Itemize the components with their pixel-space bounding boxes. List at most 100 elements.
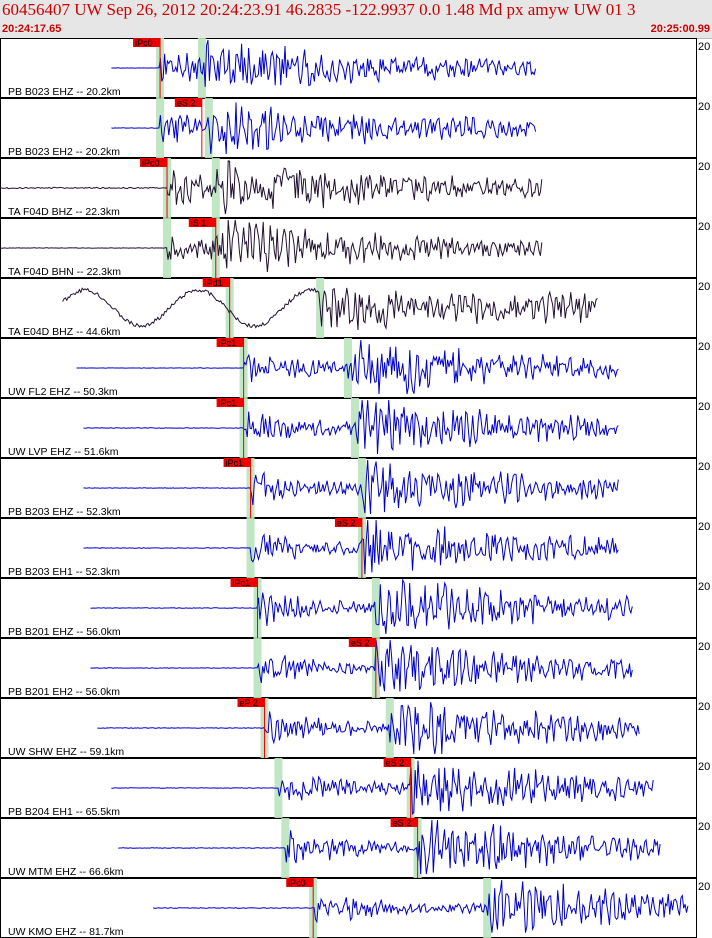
pick-label-box xyxy=(348,638,376,647)
trace-panel: 20 iPd1 TA E04D BHZ -- 44.6km xyxy=(0,278,710,338)
pick-label: eP 2 xyxy=(239,698,257,708)
amplitude-label: 20 xyxy=(698,461,710,473)
pick-label: iPc0 xyxy=(288,878,306,888)
trace-frame xyxy=(0,698,697,758)
station-label: UW FL2 EHZ -- 50.3km xyxy=(8,386,118,398)
trace-panel: 20 iPc1 UW LVP EHZ -- 51.6km xyxy=(0,398,710,458)
waveform xyxy=(111,102,537,155)
pick-label: iPc1 xyxy=(226,458,244,468)
pick-label: iPc1 xyxy=(233,578,251,588)
pick-label: eS 2 xyxy=(393,818,412,828)
trace-frame xyxy=(0,818,697,878)
pick-label: iS 1 xyxy=(191,218,207,228)
waveform xyxy=(152,879,689,933)
pick-label-box xyxy=(230,578,258,587)
amplitude-label: 20 xyxy=(698,41,710,53)
pick-label-box xyxy=(383,758,411,767)
trace-frame xyxy=(0,578,697,638)
station-label: UW KMO EHZ -- 81.7km xyxy=(8,926,124,938)
trace-panel: 20 eS 2 PB B023 EH2 -- 20.2km xyxy=(0,98,710,158)
amplitude-label: 20 xyxy=(698,701,710,713)
s-pick-window xyxy=(385,698,394,758)
station-label: PB B203 EHZ -- 52.3km xyxy=(8,506,121,518)
trace-frame xyxy=(0,458,697,518)
trace-panel: 20 iPc0 TA F04D BHZ -- 22.3km xyxy=(0,158,710,218)
station-label: PB B201 EH2 -- 56.0km xyxy=(8,686,120,698)
station-label: PB B023 EHZ -- 20.2km xyxy=(8,86,121,98)
station-label: UW SHW EHZ -- 59.1km xyxy=(8,746,124,758)
pick-label: eS 2 xyxy=(177,98,196,108)
amplitude-label: 20 xyxy=(698,281,710,293)
amplitude-label: 20 xyxy=(698,881,710,893)
trace-panel: 20 iS 1 TA F04D BHN -- 22.3km xyxy=(0,218,710,278)
amplitude-label: 20 xyxy=(698,521,710,533)
pick-label-box xyxy=(334,518,362,527)
waveform xyxy=(0,160,543,215)
amplitude-label: 20 xyxy=(698,581,710,593)
start-time-label: 20:24:17.65 xyxy=(2,23,62,35)
amplitude-label: 20 xyxy=(698,101,710,113)
trace-panel: 20 eS 2 UW MTM EHZ -- 66.6km xyxy=(0,818,710,878)
amplitude-label: 20 xyxy=(698,401,710,413)
seismogram-plot: 20 iPc0 PB B023 EHZ -- 20.2km 20 eS 2 PB B023… xyxy=(0,38,710,938)
waveform xyxy=(111,760,654,816)
s-pick-window xyxy=(371,578,380,638)
pick-label-box xyxy=(286,878,314,887)
trace-frame xyxy=(0,98,697,158)
station-label: PB B201 EHZ -- 56.0km xyxy=(8,626,121,638)
pick-label-box xyxy=(237,698,265,707)
trace-frame xyxy=(0,398,697,458)
pick-label: iPc0 xyxy=(142,158,160,168)
waveform xyxy=(76,339,619,395)
pick-label: iPd1 xyxy=(205,278,223,288)
station-label: TA F04D BHZ -- 22.3km xyxy=(8,206,120,218)
trace-panel: 20 iPc0 PB B023 EHZ -- 20.2km xyxy=(0,38,710,98)
amplitude-label: 20 xyxy=(698,161,710,173)
trace-panel: 20 iPc0 UW KMO EHZ -- 81.7km xyxy=(0,878,710,938)
trace-panel: 20 iPc1 PB B203 EHZ -- 52.3km xyxy=(0,458,710,518)
waveform xyxy=(90,578,633,635)
station-label: TA F04D BHN -- 22.3km xyxy=(8,266,121,278)
trace-panel: 20 eS 2 PB B204 EH1 -- 65.5km xyxy=(0,758,710,818)
pick-label: iPc1 xyxy=(219,398,237,408)
station-label: UW LVP EHZ -- 51.6km xyxy=(8,446,119,458)
pick-label: eS 2 xyxy=(386,758,405,768)
trace-frame xyxy=(0,38,697,98)
station-label: PB B023 EH2 -- 20.2km xyxy=(8,146,120,158)
waveform xyxy=(97,702,640,755)
pick-label: iPc1 xyxy=(219,338,237,348)
station-label: PB B203 EH1 -- 52.3km xyxy=(8,566,120,578)
waveform xyxy=(62,287,598,331)
trace-panel: 20 eS 2 PB B201 EH2 -- 56.0km xyxy=(0,638,710,698)
pick-label-box xyxy=(390,818,418,827)
pick-label-box xyxy=(133,38,161,47)
amplitude-label: 20 xyxy=(698,761,710,773)
trace-panel: 20 eP 2 UW SHW EHZ -- 59.1km xyxy=(0,698,710,758)
waveform xyxy=(118,819,661,875)
trace-frame xyxy=(0,638,697,698)
pick-label-box xyxy=(174,98,202,107)
amplitude-label: 20 xyxy=(698,221,710,233)
trace-panel: 20 eS 2 PB B203 EH1 -- 52.3km xyxy=(0,518,710,578)
station-label: PB B204 EH1 -- 65.5km xyxy=(8,806,120,818)
s-pick-window xyxy=(350,398,359,458)
trace-frame xyxy=(0,758,697,818)
pick-label: eS 2 xyxy=(351,638,370,648)
pick-label-box xyxy=(216,338,244,347)
s-pick-window xyxy=(483,878,492,938)
event-header: 60456407 UW Sep 26, 2012 20:24:23.91 46.… xyxy=(0,0,712,39)
pick-label-box xyxy=(216,398,244,407)
trace-frame xyxy=(0,278,697,338)
pick-label-box xyxy=(140,158,168,167)
trace-panel: 20 iPc1 UW FL2 EHZ -- 50.3km xyxy=(0,338,710,398)
waveform xyxy=(0,219,543,272)
station-label: TA E04D BHZ -- 44.6km xyxy=(8,326,121,338)
amplitude-label: 20 xyxy=(698,341,710,353)
pick-label-box xyxy=(223,458,251,467)
amplitude-label: 20 xyxy=(698,641,710,653)
s-pick-window xyxy=(357,458,366,518)
s-pick-window xyxy=(344,338,352,398)
s-pick-window xyxy=(197,38,206,98)
waveform xyxy=(111,39,537,87)
pick-label: iPc0 xyxy=(135,38,153,48)
